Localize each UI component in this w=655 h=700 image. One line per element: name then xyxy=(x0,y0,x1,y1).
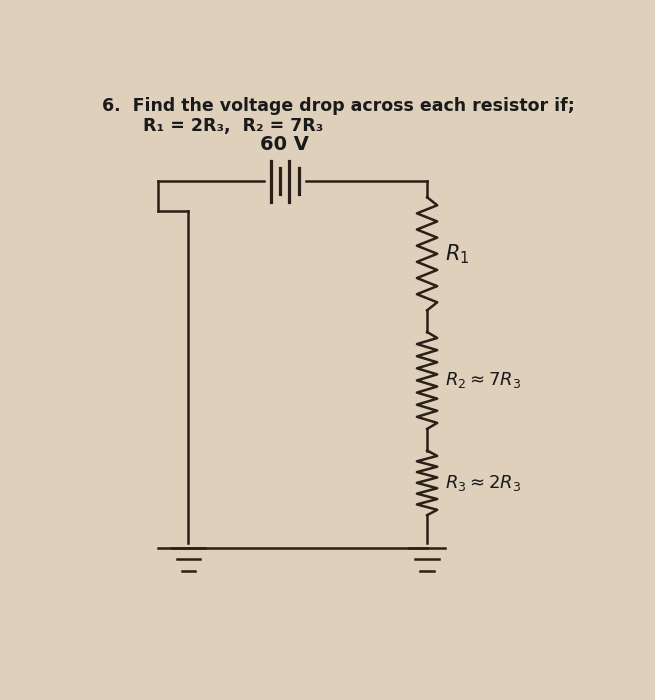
Text: 60 V: 60 V xyxy=(261,135,309,154)
Text: 6.  Find the voltage drop across each resistor if;: 6. Find the voltage drop across each res… xyxy=(102,97,575,116)
Text: $R_2$$\approx$7$R_3$: $R_2$$\approx$7$R_3$ xyxy=(445,370,521,391)
Text: $R_3$$\approx$2$R_3$: $R_3$$\approx$2$R_3$ xyxy=(445,473,521,493)
Text: R₁ = 2R₃,  R₂ = 7R₃: R₁ = 2R₃, R₂ = 7R₃ xyxy=(143,118,323,135)
Text: $R_1$: $R_1$ xyxy=(445,242,469,265)
